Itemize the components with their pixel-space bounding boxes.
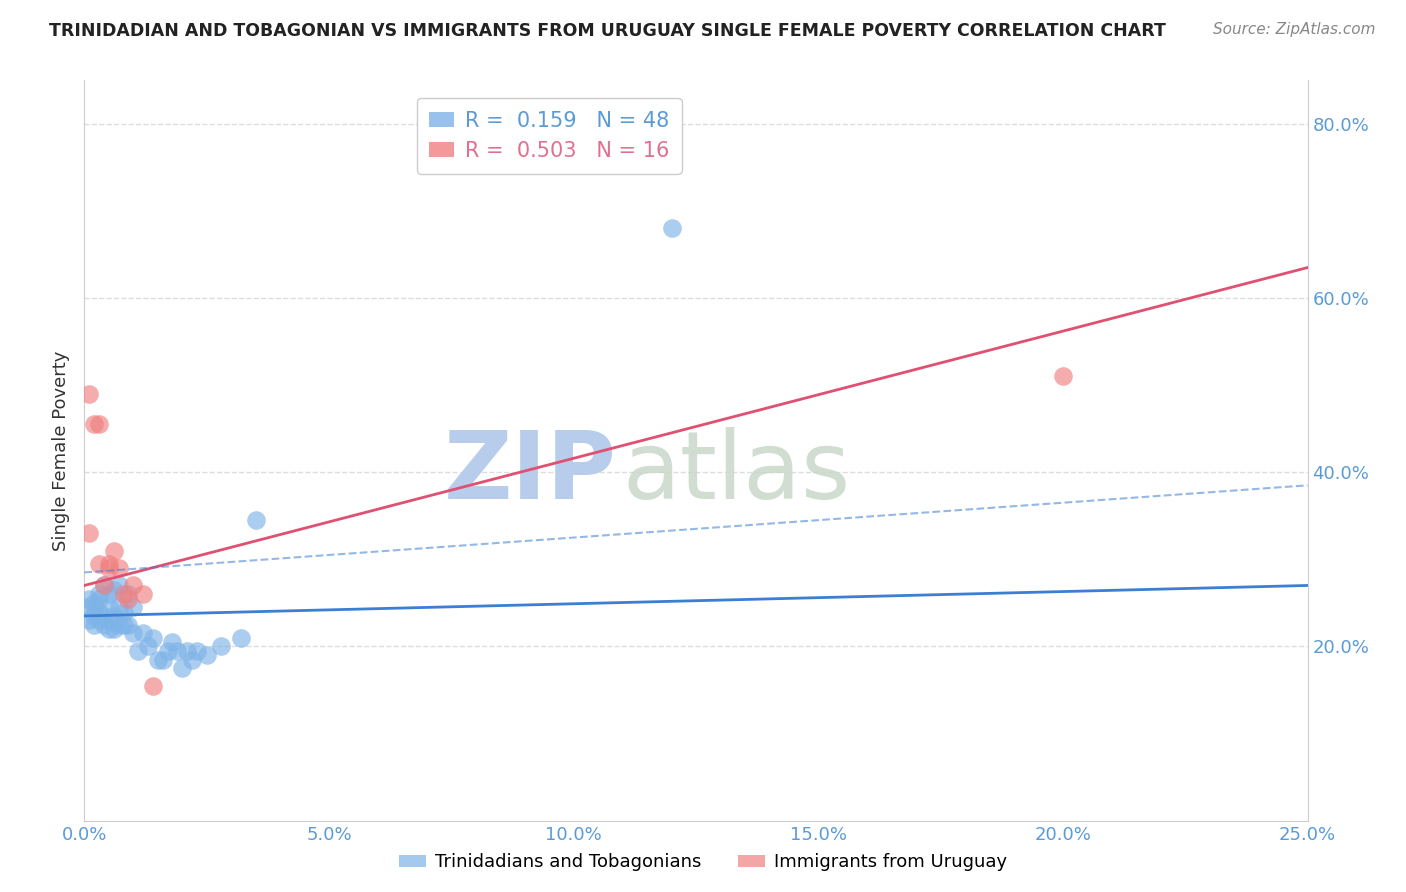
Point (166, 644, 188, 658)
Point (112, 587, 135, 601)
Point (117, 617, 139, 632)
Point (142, 631, 165, 645)
Point (156, 644, 179, 658)
Point (103, 622, 125, 636)
Point (97, 622, 120, 636)
Point (122, 578, 145, 592)
Point (112, 605, 135, 619)
Point (122, 626, 145, 640)
Point (97, 600, 120, 615)
Point (1052, 369, 1074, 384)
Point (142, 679, 165, 693)
Point (176, 644, 198, 658)
Point (103, 543, 125, 558)
Legend: Trinidadians and Tobagonians, Immigrants from Uruguay: Trinidadians and Tobagonians, Immigrants… (392, 847, 1014, 879)
Point (127, 644, 149, 658)
Point (83, 600, 105, 615)
Point (107, 617, 129, 632)
Point (117, 587, 139, 601)
Point (103, 582, 125, 597)
Point (107, 600, 129, 615)
Point (186, 644, 208, 658)
Legend: R =  0.159   N = 48, R =  0.503   N = 16: R = 0.159 N = 48, R = 0.503 N = 16 (416, 98, 682, 174)
Point (97, 561, 120, 575)
Point (132, 626, 155, 640)
Point (83, 417, 105, 432)
Text: TRINIDADIAN AND TOBAGONIAN VS IMMIGRANTS FROM URUGUAY SINGLE FEMALE POVERTY CORR: TRINIDADIAN AND TOBAGONIAN VS IMMIGRANTS… (49, 22, 1166, 40)
Point (107, 578, 129, 592)
Point (87, 557, 110, 571)
Text: ZIP: ZIP (443, 426, 616, 518)
Point (103, 609, 125, 624)
Text: atlas: atlas (623, 426, 851, 518)
Point (77, 613, 100, 627)
Point (77, 526, 100, 541)
Point (83, 609, 105, 624)
Point (132, 587, 155, 601)
Point (107, 561, 129, 575)
Point (73, 600, 96, 615)
Point (162, 635, 184, 649)
Point (245, 513, 267, 527)
Point (195, 648, 218, 662)
Point (97, 557, 120, 571)
Y-axis label: Single Female Poverty: Single Female Poverty (52, 351, 70, 550)
Point (87, 591, 110, 606)
Point (97, 587, 120, 601)
Point (77, 387, 100, 401)
Point (152, 652, 174, 666)
Point (87, 417, 110, 432)
Point (93, 617, 115, 632)
Point (181, 652, 204, 666)
Point (77, 591, 100, 606)
Point (209, 640, 232, 654)
Point (93, 609, 115, 624)
Point (83, 596, 105, 610)
Point (87, 605, 110, 619)
Point (146, 652, 169, 666)
Point (122, 600, 145, 615)
Point (136, 640, 159, 654)
Point (172, 661, 194, 675)
Point (661, 221, 683, 235)
Point (93, 578, 115, 592)
Point (93, 578, 115, 592)
Text: Source: ZipAtlas.com: Source: ZipAtlas.com (1212, 22, 1375, 37)
Point (112, 617, 135, 632)
Point (117, 591, 139, 606)
Point (87, 587, 110, 601)
Point (229, 631, 252, 645)
Point (87, 613, 110, 627)
Point (97, 613, 120, 627)
Point (83, 617, 105, 632)
